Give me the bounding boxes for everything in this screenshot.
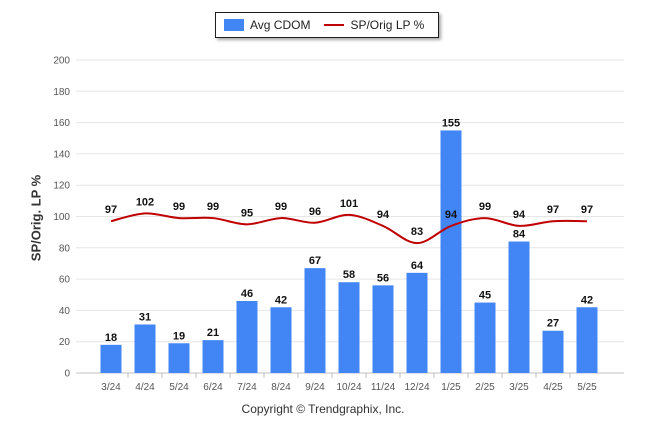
bar [406, 272, 428, 373]
series-line [110, 212, 588, 245]
bar-data-label: 31 [139, 311, 151, 323]
y-tick-label: 60 [59, 275, 71, 286]
x-tick-label: 10/24 [336, 382, 361, 393]
line-data-label: 97 [547, 204, 559, 216]
y-tick-label: 40 [59, 306, 71, 317]
bar-data-label: 84 [513, 229, 526, 241]
line-data-label: 97 [105, 204, 117, 216]
line-data-label: 99 [173, 201, 185, 213]
legend-bar-label: Avg CDOM [250, 18, 311, 32]
line-data-label: 99 [207, 201, 219, 213]
x-tick-label: 8/24 [271, 382, 291, 393]
bar-data-label: 67 [309, 255, 321, 267]
x-tick-label: 7/24 [237, 382, 257, 393]
line-data-label: 94 [377, 209, 390, 221]
legend-line-label: SP/Orig LP % [350, 18, 425, 32]
y-tick-label: 160 [53, 118, 70, 129]
bar-data-label: 21 [207, 327, 219, 339]
y-tick-label: 200 [53, 56, 70, 67]
legend-line-swatch [324, 24, 345, 26]
bar [474, 302, 496, 373]
x-tick-label: 9/24 [305, 382, 325, 393]
bar-data-label: 27 [547, 318, 559, 330]
line-data-label: 101 [340, 198, 358, 210]
bar [304, 268, 326, 373]
bar-data-label: 19 [173, 330, 185, 342]
bar-data-label: 46 [241, 288, 253, 300]
bar [236, 301, 258, 373]
line-data-label: 83 [411, 226, 423, 238]
bar-data-label: 64 [411, 260, 424, 272]
legend-item-line[interactable]: SP/Orig LP % [310, 18, 424, 32]
line-data-label: 96 [309, 206, 321, 218]
y-tick-label: 100 [53, 212, 70, 223]
bar [576, 307, 598, 373]
y-tick-label: 180 [53, 87, 70, 98]
y-tick-label: 140 [53, 149, 70, 160]
bar-data-label: 42 [275, 294, 287, 306]
bar [372, 285, 394, 373]
y-axis-label: SP/Orig. LP % [28, 174, 44, 262]
bar-series [100, 130, 598, 373]
bar [338, 282, 360, 373]
legend[interactable]: Avg CDOM SP/Orig LP % [215, 12, 439, 38]
bar [508, 241, 530, 373]
x-axis-ticks: 3/24 4/24 5/24 6/24 7/24 8/24 9/24 10/24 11/24 12… [101, 373, 597, 393]
x-tick-label: 4/24 [135, 382, 155, 393]
bar [100, 344, 122, 373]
x-tick-label: 1/25 [441, 382, 461, 393]
bar-data-label: 155 [442, 117, 460, 129]
x-tick-label: 2/25 [475, 382, 495, 393]
bar-data-label: 18 [105, 332, 117, 344]
x-tick-label: 4/25 [543, 382, 563, 393]
bar [134, 324, 156, 373]
line-data-label: 95 [241, 207, 253, 219]
x-tick-label: 12/24 [404, 382, 429, 393]
bar-data-label: 56 [377, 272, 389, 284]
line-data-label: 102 [136, 196, 154, 208]
y-tick-label: 20 [59, 337, 71, 348]
y-tick-label: 120 [53, 181, 70, 192]
bar-data-label: 42 [581, 294, 593, 306]
line-series [110, 212, 588, 245]
line-data-label: 99 [479, 201, 491, 213]
x-tick-label: 5/25 [577, 382, 597, 393]
y-tick-label: 0 [64, 369, 70, 380]
x-tick-label: 3/25 [509, 382, 529, 393]
bar [440, 130, 462, 373]
legend-bar-swatch [224, 19, 244, 31]
data-labels: 18 31 19 21 46 42 67 58 56 64 155 45 84 27 42 97 102 99 99… [105, 117, 593, 343]
bar [168, 343, 190, 373]
line-data-label: 97 [581, 204, 593, 216]
x-tick-label: 6/24 [203, 382, 223, 393]
line-data-label: 94 [513, 209, 526, 221]
copyright-footer: Copyright © Trendgraphix, Inc. [241, 402, 405, 416]
line-data-label: 94 [445, 209, 458, 221]
line-data-label: 99 [275, 201, 287, 213]
x-tick-label: 5/24 [169, 382, 189, 393]
bar-data-label: 58 [343, 269, 355, 281]
x-tick-label: 11/24 [371, 382, 396, 393]
legend-item-bars[interactable]: Avg CDOM [216, 18, 310, 32]
bar-data-label: 45 [479, 290, 491, 302]
bar [542, 330, 564, 373]
y-tick-label: 80 [59, 243, 71, 254]
y-axis-ticks: 0 20 40 60 80 100 120 140 160 180 200 [53, 56, 70, 380]
bar [202, 340, 224, 373]
bar [270, 307, 292, 373]
x-tick-label: 3/24 [101, 382, 121, 393]
